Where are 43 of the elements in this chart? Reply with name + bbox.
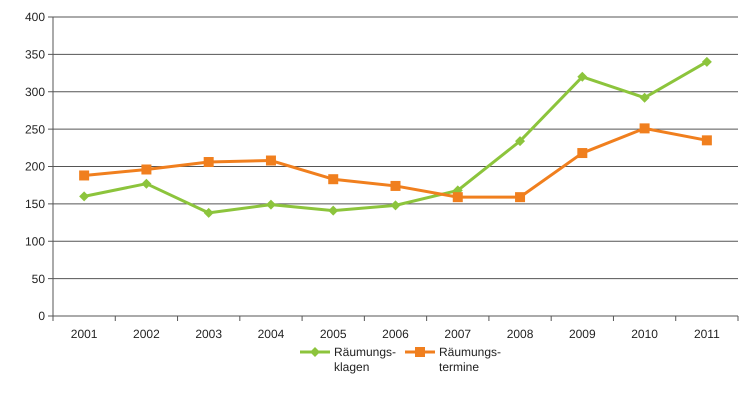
y-tick-label: 150 [24, 197, 46, 212]
x-tick-label: 2001 [70, 327, 98, 341]
point [577, 148, 588, 158]
point [204, 208, 214, 218]
x-tick-label: 2003 [195, 327, 222, 341]
point [640, 123, 650, 134]
point [141, 164, 152, 174]
y-tick-label: 200 [24, 160, 46, 174]
point [577, 72, 588, 82]
point [452, 192, 463, 202]
point [515, 192, 526, 202]
y-tick-label: 100 [24, 234, 46, 248]
point [141, 178, 152, 189]
point [328, 174, 338, 184]
point [328, 206, 338, 216]
point [79, 191, 90, 202]
x-tick-label: 2008 [506, 327, 534, 341]
point [390, 200, 400, 210]
x-tick-label: 2005 [320, 327, 347, 341]
x-tick-label: 2011 [694, 327, 720, 341]
y-tick-label: 400 [24, 10, 46, 24]
legend-label: Räumungs- klagen [334, 345, 396, 374]
x-tick-label: 2009 [568, 327, 596, 341]
legend-label: Räumungs- termine [439, 345, 502, 374]
point [702, 135, 712, 146]
y-tick-label: 300 [24, 84, 46, 99]
point [266, 200, 276, 210]
point [515, 136, 526, 146]
point [266, 156, 276, 166]
x-tick-label: 2006 [382, 327, 410, 341]
point [702, 56, 712, 67]
point [640, 92, 650, 103]
point [204, 157, 214, 168]
y-tick-label: 0 [38, 309, 46, 324]
x-tick-label: 2007 [444, 327, 472, 341]
x-tick-label: 2004 [258, 327, 285, 341]
y-tick-label: 250 [24, 122, 46, 136]
y-tick-label: 350 [24, 48, 46, 62]
point [390, 180, 400, 191]
point [79, 170, 90, 180]
x-tick-label: 2010 [631, 327, 658, 341]
y-tick-label: 50 [32, 272, 46, 286]
x-tick-label: 2002 [133, 327, 160, 341]
